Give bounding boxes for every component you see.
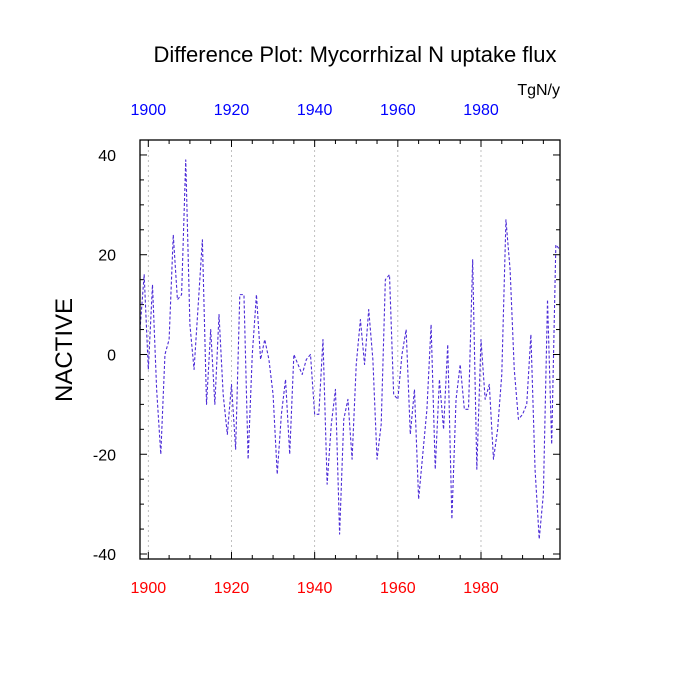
x-tick-label-top: 1920 xyxy=(214,102,250,119)
chart-title: Difference Plot: Mycorrhizal N uptake fl… xyxy=(153,42,556,67)
x-tick-label-top: 1960 xyxy=(380,102,416,119)
grid-lines xyxy=(147,140,482,559)
x-tick-label-top: 1980 xyxy=(463,102,499,119)
y-tick-label: 0 xyxy=(107,347,116,364)
y-tick-label: 20 xyxy=(98,248,116,265)
y-tick-label: -40 xyxy=(93,547,116,564)
x-tick-label-bottom: 1920 xyxy=(214,580,250,597)
x-tick-label-bottom: 1980 xyxy=(463,580,499,597)
y-tick-label: -20 xyxy=(93,447,116,464)
y-axis-label: NACTIVE xyxy=(51,298,78,402)
tick-labels: 1900 1900 1920 1920 1940 1940 1960 1960 1980 1980… xyxy=(93,102,499,597)
x-tick-label-top: 1900 xyxy=(131,102,167,119)
series-line xyxy=(139,159,561,540)
x-tick-label-top: 1940 xyxy=(297,102,333,119)
x-tick-label-bottom: 1940 xyxy=(297,580,333,597)
x-tick-label-bottom: 1960 xyxy=(380,580,416,597)
axis-ticks xyxy=(140,140,560,559)
x-tick-label-bottom: 1900 xyxy=(131,580,167,597)
data-series xyxy=(139,159,561,540)
y-tick-label: 40 xyxy=(98,148,116,165)
units-label: TgN/y xyxy=(517,82,560,99)
plot-frame xyxy=(139,139,561,560)
